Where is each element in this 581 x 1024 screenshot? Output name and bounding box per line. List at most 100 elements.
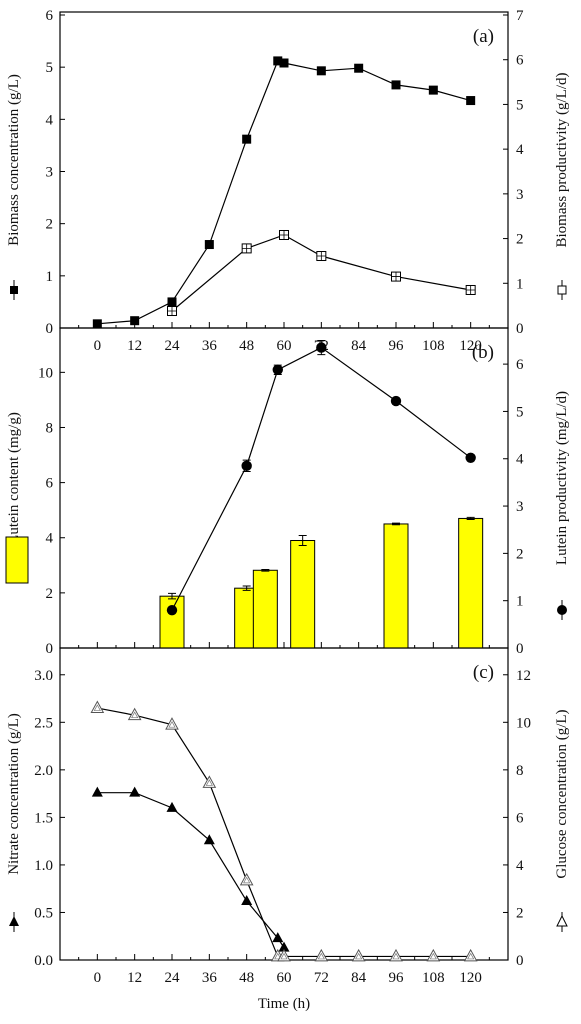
data-point xyxy=(316,251,327,262)
data-point-cross xyxy=(466,285,476,295)
right-axis-legend-icon xyxy=(557,280,567,300)
right-tick-label: 3 xyxy=(516,187,524,203)
data-point xyxy=(167,306,177,317)
x-tick-label: 96 xyxy=(389,970,405,986)
right-tick-label: 4 xyxy=(516,452,524,468)
right-tick-label: 10 xyxy=(516,715,531,731)
data-point xyxy=(428,85,438,95)
left-tick-label: 4 xyxy=(46,531,54,547)
data-point xyxy=(130,316,140,326)
right-tick-label: 5 xyxy=(516,404,524,420)
data-point xyxy=(90,700,105,714)
data-point xyxy=(465,284,476,295)
x-tick-label: 108 xyxy=(422,338,445,354)
right-tick-label: 0 xyxy=(516,321,524,337)
right-tick-label: 3 xyxy=(516,499,524,515)
x-tick-label: 72 xyxy=(314,970,329,986)
left-tick-label: 1.0 xyxy=(34,858,53,874)
data-point-inner xyxy=(205,779,213,786)
right-tick-label: 4 xyxy=(516,858,524,874)
x-tick-label: 120 xyxy=(459,338,482,354)
data-point xyxy=(127,707,142,721)
data-point xyxy=(202,775,217,788)
left-axis-legend-icon xyxy=(9,912,19,932)
x-tick-label: 0 xyxy=(94,338,102,354)
data-point-inner xyxy=(93,704,101,711)
x-tick-label: 48 xyxy=(239,970,254,986)
data-point xyxy=(354,63,364,73)
panel-label: (b) xyxy=(472,342,494,363)
x-tick-label: 24 xyxy=(165,338,181,354)
bar-error xyxy=(168,592,176,600)
data-point xyxy=(242,134,252,144)
data-point-cross xyxy=(391,272,401,282)
right-tick-label: 6 xyxy=(516,53,524,69)
left-tick-label: 2 xyxy=(46,217,54,233)
data-point xyxy=(389,948,403,962)
bar xyxy=(290,539,316,649)
x-tick-label: 108 xyxy=(422,970,445,986)
right-tick-label: 2 xyxy=(516,905,524,921)
left-tick-label: 2.0 xyxy=(34,763,53,779)
data-point xyxy=(241,243,252,254)
right-tick-label: 6 xyxy=(516,357,524,373)
bar xyxy=(383,523,409,649)
right-axis-legend-icon xyxy=(557,600,567,620)
left-tick-label: 1 xyxy=(46,269,54,285)
right-tick-label: 12 xyxy=(516,668,531,684)
data-point xyxy=(204,240,214,250)
left-tick-label: 3 xyxy=(46,165,54,181)
panel-label: (a) xyxy=(473,26,494,47)
left-tick-label: 3.0 xyxy=(34,668,53,684)
data-point xyxy=(203,834,215,845)
right-axis-legend-icon-mark xyxy=(557,285,567,295)
right-tick-label: 5 xyxy=(516,97,524,113)
left-tick-label: 10 xyxy=(38,365,53,381)
right-tick-label: 1 xyxy=(516,594,524,610)
x-tick-label: 12 xyxy=(127,970,142,986)
data-point xyxy=(465,452,476,463)
series-line xyxy=(97,707,471,958)
x-tick-label: 60 xyxy=(277,970,292,986)
bar xyxy=(252,569,278,649)
right-tick-label: 0 xyxy=(516,953,524,969)
data-point xyxy=(316,342,327,353)
data-point xyxy=(278,941,290,952)
series-line xyxy=(171,346,472,611)
data-point xyxy=(91,786,103,797)
data-point-cross xyxy=(167,306,177,316)
right-axis-title: Biomass productivity (g/L/d) xyxy=(554,73,570,248)
data-point xyxy=(279,58,289,68)
data-point xyxy=(466,96,476,106)
data-point-inner xyxy=(280,952,288,960)
right-axis-legend-icon-mark xyxy=(556,914,568,927)
panel-3-frame xyxy=(59,647,509,961)
data-point xyxy=(314,948,329,962)
data-point xyxy=(166,604,178,616)
left-tick-label: 8 xyxy=(46,420,54,436)
left-tick-label: 0 xyxy=(46,641,54,657)
data-point xyxy=(316,66,326,76)
right-axis-legend-icon xyxy=(556,912,568,932)
data-point xyxy=(273,56,283,66)
bar-error xyxy=(298,535,307,546)
x-tick-label: 84 xyxy=(351,338,367,354)
data-point-cross xyxy=(316,251,326,261)
x-tick-label: 36 xyxy=(202,338,218,354)
right-tick-label: 4 xyxy=(516,142,524,158)
series-line xyxy=(97,60,471,325)
left-tick-label: 2.5 xyxy=(34,715,53,731)
data-point xyxy=(241,895,253,906)
left-tick-label: 4 xyxy=(46,112,54,128)
bar xyxy=(159,595,185,649)
right-axis-title: Glucose concentration (g/L) xyxy=(554,709,570,878)
left-tick-label: 5 xyxy=(46,60,54,76)
bar-error xyxy=(392,522,400,526)
x-tick-label: 120 xyxy=(459,970,482,986)
data-point xyxy=(277,948,291,962)
left-axis-legend-icon-mark xyxy=(9,916,19,926)
data-point xyxy=(391,271,401,282)
data-point-inner xyxy=(168,720,176,728)
right-axis-title: Lutein productivity (mg/L/d) xyxy=(554,391,570,565)
